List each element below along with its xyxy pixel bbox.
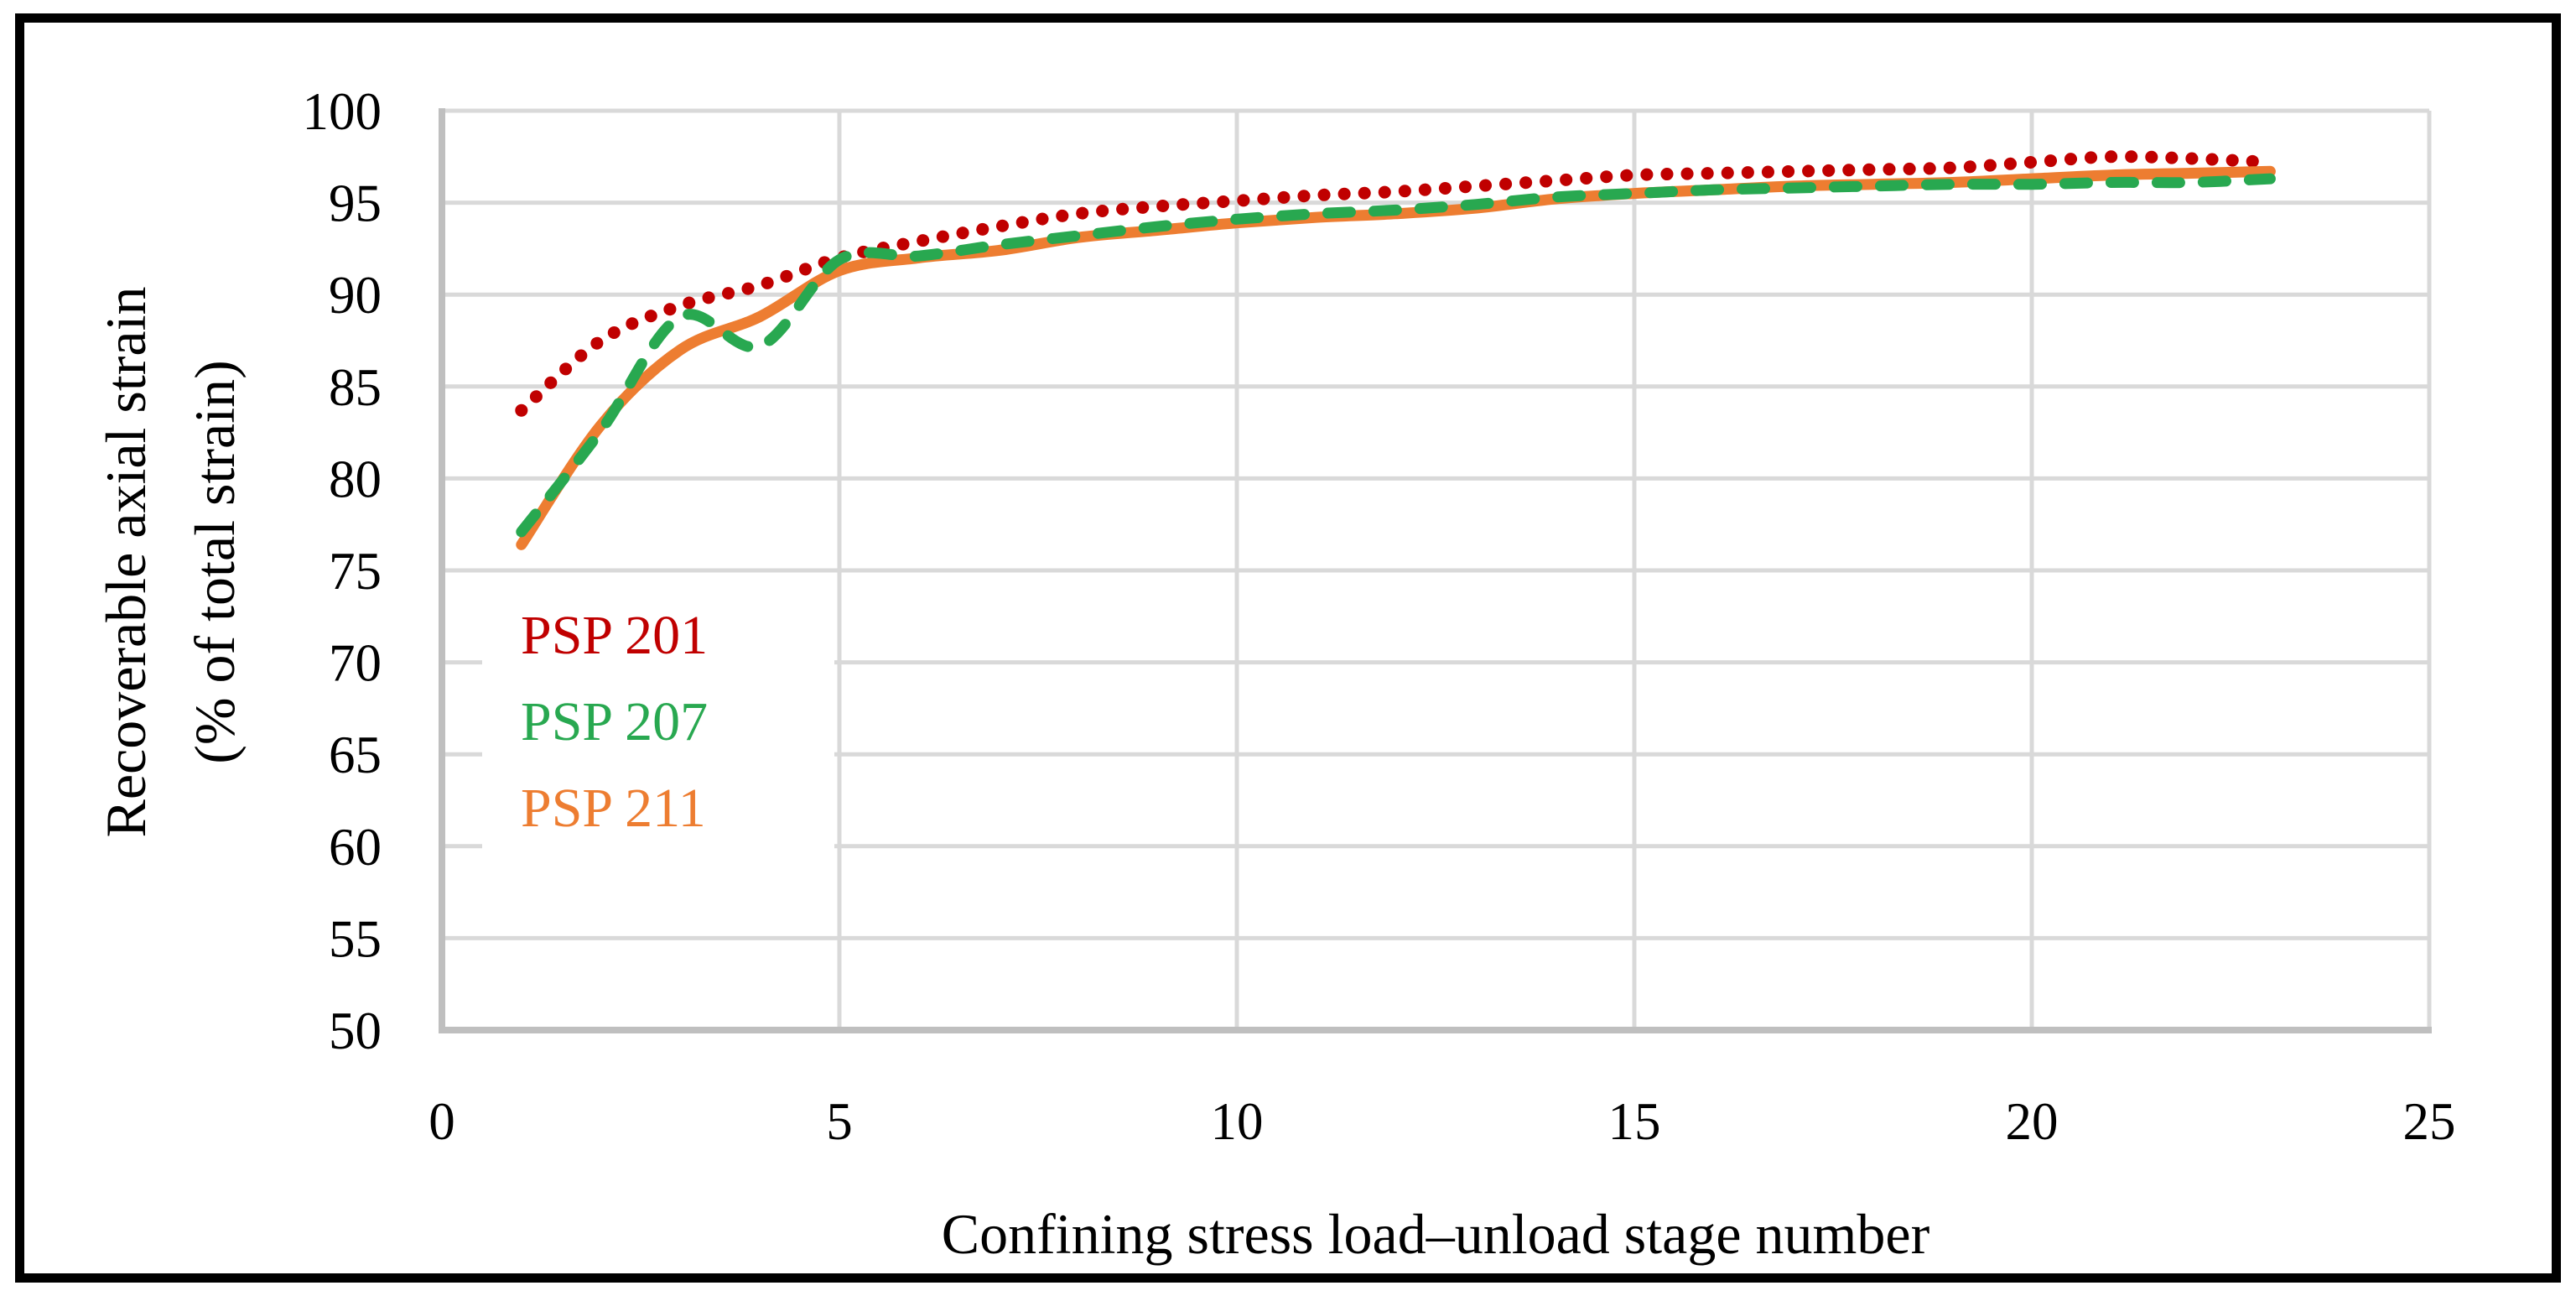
y-tick-label: 65: [329, 726, 382, 784]
y-axis-title-line1: Recoverable axial strain: [94, 286, 158, 838]
y-tick-label: 95: [329, 174, 382, 233]
series-line-psp-207: [516, 173, 2276, 538]
x-tick-label: 10: [1211, 1092, 1264, 1151]
x-tick-label: 20: [2006, 1092, 2059, 1151]
series-line-psp-211: [516, 165, 2276, 550]
y-tick-label: 75: [329, 542, 382, 601]
series-line-psp-201: [515, 150, 2277, 417]
legend-item-psp-201: PSP 201: [521, 605, 709, 666]
y-axis-title-line2: (% of total strain): [183, 360, 247, 764]
y-tick-label: 85: [329, 358, 382, 417]
y-tick-label: 50: [329, 1002, 382, 1060]
y-tick-label: 70: [329, 634, 382, 693]
y-tick-label: 90: [329, 266, 382, 325]
y-axis-title-text: Recoverable axial strain (% of total str…: [81, 286, 259, 837]
legend-item-psp-211: PSP 211: [521, 778, 706, 839]
x-tick-label: 5: [826, 1092, 853, 1151]
x-tick-label: 0: [428, 1092, 455, 1151]
legend-background: [482, 579, 834, 906]
y-tick-label: 55: [329, 909, 382, 968]
x-tick-label: 15: [1608, 1092, 1661, 1151]
x-tick-label: 25: [2403, 1092, 2456, 1151]
x-axis-title: Confining stress load–unload stage numbe…: [941, 1202, 1930, 1266]
chart-legend: PSP 201 PSP 207 PSP 211: [521, 592, 708, 851]
y-tick-label: 100: [303, 82, 382, 141]
legend-item-psp-207: PSP 207: [521, 691, 709, 752]
y-tick-label: 60: [329, 818, 382, 877]
y-tick-label: 80: [329, 450, 382, 508]
